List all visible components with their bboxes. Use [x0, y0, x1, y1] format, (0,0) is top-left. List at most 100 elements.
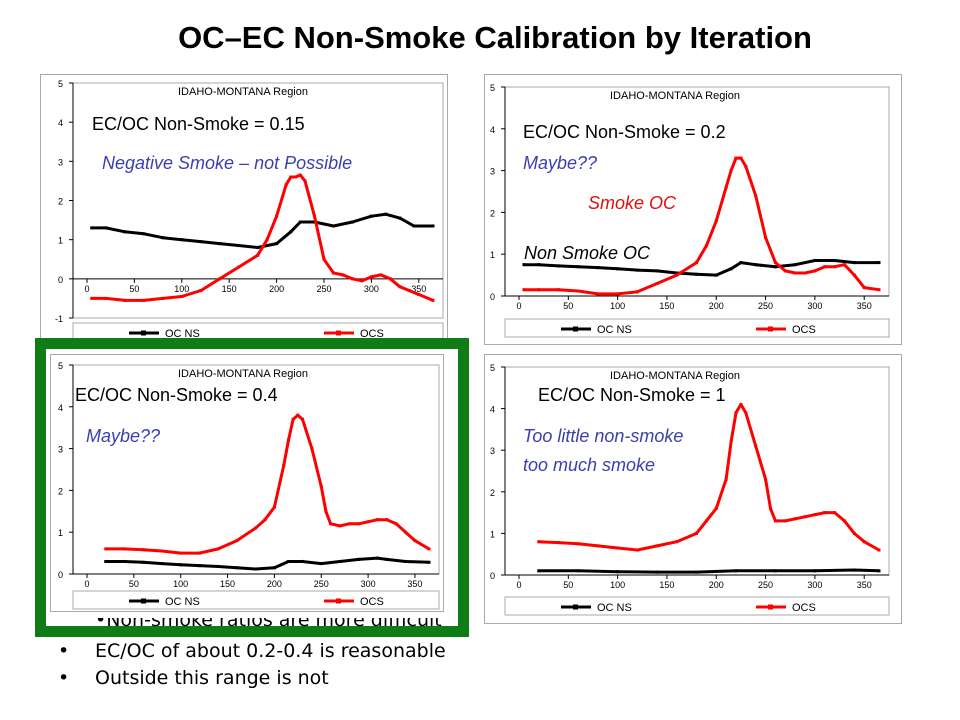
x-tick-label: 200: [267, 579, 282, 589]
data-point: [833, 258, 837, 262]
data-point: [793, 271, 797, 275]
data-point: [413, 539, 417, 543]
bullet-item: • EC/OC of about 0.2-0.4 is reasonable: [58, 638, 446, 665]
x-tick-label: 200: [709, 301, 724, 311]
data-point: [754, 194, 758, 198]
bullet-text: EC/OC of about 0.2-0.4 is reasonable: [95, 640, 446, 662]
data-point: [734, 156, 738, 160]
note-label-1: Negative Smoke – not Possible: [102, 153, 353, 173]
data-point: [724, 477, 728, 481]
data-point: [596, 292, 600, 296]
data-point: [122, 559, 126, 563]
x-tick-label: 150: [220, 579, 235, 589]
series-line-oc-ns: [523, 259, 879, 277]
bullet-list: •Non-smoke ratios are more difficult • EC…: [58, 618, 446, 692]
series-line-ocs: [538, 402, 880, 552]
data-point: [773, 519, 777, 523]
data-point: [298, 220, 302, 224]
x-tick-label: 250: [316, 284, 331, 294]
bullet-item: • Outside this range is not: [58, 665, 446, 692]
data-point: [576, 289, 580, 293]
series-line-ocs: [105, 413, 430, 555]
x-tick-label: 100: [610, 580, 625, 590]
y-tick-label: 5: [58, 79, 63, 89]
data-point: [272, 505, 276, 509]
data-point: [635, 290, 639, 294]
data-point: [319, 562, 323, 566]
data-point: [754, 263, 758, 267]
data-point: [379, 273, 383, 277]
data-point: [291, 417, 295, 421]
data-point: [235, 539, 239, 543]
data-point: [793, 517, 797, 521]
plot-area: [504, 366, 890, 576]
data-point: [142, 298, 146, 302]
data-point: [388, 277, 392, 281]
y-tick-label: -1: [55, 314, 63, 324]
data-point: [739, 261, 743, 265]
x-tick-label: 100: [173, 579, 188, 589]
y-tick-label: 0: [58, 570, 63, 580]
data-point: [141, 560, 145, 564]
data-point: [216, 547, 220, 551]
ratio-label-4: EC/OC Non-Smoke = 1: [538, 385, 726, 405]
data-point: [160, 562, 164, 566]
data-point: [675, 271, 679, 275]
x-tick-label: 350: [407, 579, 422, 589]
data-point: [296, 413, 300, 417]
y-tick-label: 1: [490, 529, 495, 539]
data-point: [360, 279, 364, 283]
chart-title: IDAHO-MONTANA Region: [610, 90, 740, 102]
data-point: [556, 288, 560, 292]
data-point: [764, 235, 768, 239]
y-tick-label: 3: [58, 157, 63, 167]
x-tick-label: 300: [364, 284, 379, 294]
x-tick-label: 300: [807, 580, 822, 590]
smoke-oc-label: Smoke OC: [588, 193, 677, 213]
data-point: [773, 261, 777, 265]
data-point: [104, 559, 108, 563]
data-point: [616, 267, 620, 271]
data-point: [813, 269, 817, 273]
data-point: [556, 541, 560, 545]
data-point: [394, 522, 398, 526]
x-tick-label: 150: [659, 301, 674, 311]
note-label-4b: too much smoke: [523, 455, 656, 475]
series-line-ocs: [523, 156, 880, 296]
data-point: [616, 292, 620, 296]
data-point: [833, 511, 837, 515]
data-point: [803, 515, 807, 519]
legend-label: OC NS: [597, 324, 632, 336]
data-point: [199, 289, 203, 293]
data-point: [596, 544, 600, 548]
data-point: [431, 224, 435, 228]
note-label-2: Maybe??: [523, 153, 598, 173]
data-point: [655, 281, 659, 285]
data-point: [385, 518, 389, 522]
data-point: [734, 411, 738, 415]
x-tick-label: 0: [516, 301, 521, 311]
x-tick-label: 250: [314, 579, 329, 589]
y-tick-label: 2: [490, 488, 495, 498]
data-point: [773, 265, 777, 269]
data-point: [329, 522, 333, 526]
series-line-ocs: [91, 173, 434, 302]
data-point: [704, 244, 708, 248]
data-point: [338, 524, 342, 528]
data-point: [284, 183, 288, 187]
data-point: [123, 298, 127, 302]
y-tick-label: 4: [490, 405, 495, 415]
page-title: OC–EC Non-Smoke Calibration by Iteration: [178, 20, 812, 55]
data-point: [813, 513, 817, 517]
y-tick-label: 0: [490, 571, 495, 581]
bullet-text: Non-smoke ratios are more difficult: [106, 618, 442, 631]
data-point: [282, 463, 286, 467]
chart-title: IDAHO-MONTANA Region: [178, 86, 308, 98]
data-point: [256, 246, 260, 249]
legend-box: [72, 590, 440, 610]
data-point: [862, 540, 866, 544]
legend-marker: [336, 598, 341, 604]
chart-panel-3: IDAHO-MONTANA Region 0 1 2 3 4 5 0 50 100 150 200 25…: [50, 354, 444, 612]
x-tick-label: 350: [857, 301, 872, 311]
